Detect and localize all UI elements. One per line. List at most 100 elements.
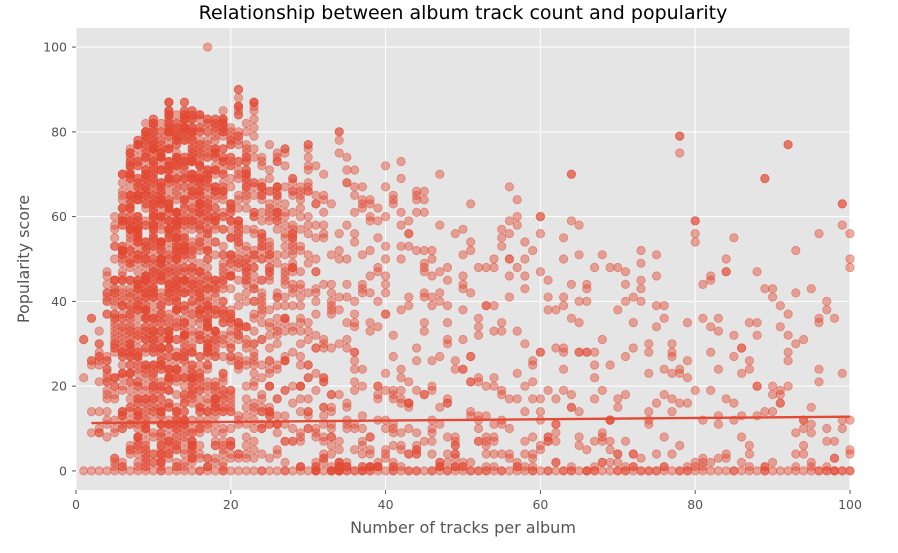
data-point — [682, 317, 693, 328]
data-point — [195, 161, 205, 171]
data-point — [767, 292, 778, 302]
data-point — [458, 271, 468, 281]
data-point — [419, 466, 429, 476]
data-point — [736, 368, 747, 378]
data-point — [303, 334, 313, 345]
data-point — [179, 406, 189, 417]
data-point — [249, 229, 259, 239]
data-point — [303, 406, 313, 417]
data-point — [272, 466, 282, 476]
data-point — [497, 385, 507, 395]
data-point — [829, 436, 840, 446]
data-point — [187, 135, 197, 145]
data-point — [504, 292, 514, 302]
data-point — [125, 305, 135, 315]
data-point — [558, 385, 569, 395]
data-point — [164, 284, 174, 294]
data-point — [164, 203, 174, 213]
data-point — [241, 322, 251, 332]
data-point — [319, 466, 329, 476]
data-point — [349, 322, 360, 332]
data-point — [210, 182, 220, 192]
data-point — [295, 394, 306, 404]
data-point — [241, 254, 251, 264]
data-point — [288, 224, 298, 234]
data-point — [636, 275, 646, 285]
data-point — [319, 279, 329, 289]
data-point — [311, 330, 321, 340]
data-point — [760, 406, 770, 417]
data-point — [574, 347, 584, 357]
data-point — [156, 152, 166, 162]
data-point — [303, 178, 313, 188]
data-point — [775, 466, 785, 476]
data-point — [195, 466, 205, 476]
data-point — [249, 190, 259, 200]
data-point — [783, 309, 793, 319]
data-point — [357, 381, 367, 391]
data-point — [187, 445, 197, 455]
data-point — [117, 241, 128, 251]
data-point — [651, 271, 662, 281]
data-point — [102, 406, 112, 417]
data-point — [349, 296, 360, 306]
data-point — [125, 449, 135, 459]
data-point — [497, 449, 507, 459]
data-point — [133, 279, 143, 289]
data-point — [210, 440, 220, 451]
data-point — [195, 127, 205, 137]
data-point — [187, 368, 197, 378]
data-point — [520, 462, 530, 472]
data-point — [288, 466, 298, 476]
data-point — [133, 305, 143, 315]
data-point — [141, 385, 151, 395]
data-point — [411, 207, 422, 217]
data-point — [752, 317, 762, 328]
data-point — [349, 364, 360, 374]
data-point — [798, 440, 809, 451]
data-point — [551, 466, 561, 476]
data-point — [349, 229, 360, 239]
data-point — [156, 212, 166, 222]
data-point — [133, 254, 143, 264]
data-point — [133, 449, 143, 459]
data-point — [450, 229, 460, 239]
data-point — [233, 449, 244, 459]
data-point — [636, 296, 646, 306]
data-point — [241, 466, 251, 476]
data-point — [203, 262, 213, 273]
data-point — [396, 373, 406, 383]
data-point — [288, 381, 298, 391]
data-point — [257, 207, 267, 217]
data-point — [187, 394, 197, 404]
data-point — [117, 275, 128, 285]
data-point — [187, 436, 197, 446]
data-point — [141, 135, 151, 145]
data-point — [203, 254, 213, 264]
data-point — [682, 462, 693, 472]
data-point — [280, 262, 290, 273]
data-point — [164, 317, 174, 328]
data-point — [380, 368, 391, 378]
data-point — [218, 267, 228, 277]
data-point — [233, 173, 244, 184]
data-point — [125, 262, 135, 273]
data-point — [179, 305, 189, 315]
data-point — [404, 398, 414, 408]
data-point — [303, 212, 313, 222]
data-point — [489, 326, 499, 336]
data-point — [210, 212, 220, 222]
data-point — [349, 445, 360, 455]
data-point — [195, 224, 205, 234]
data-point — [822, 423, 832, 434]
data-point — [218, 106, 228, 116]
data-point — [264, 267, 275, 277]
data-point — [210, 165, 220, 175]
data-point — [86, 428, 97, 438]
data-point — [210, 466, 220, 476]
data-point — [264, 250, 275, 260]
data-point — [257, 233, 267, 243]
data-point — [752, 411, 762, 421]
data-point — [442, 275, 453, 285]
data-point — [187, 279, 197, 289]
